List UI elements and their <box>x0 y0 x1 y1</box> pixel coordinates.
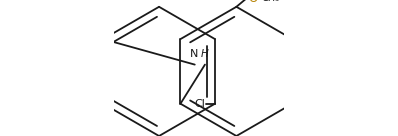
Text: H: H <box>201 49 209 59</box>
Text: Cl: Cl <box>194 99 205 109</box>
Text: O: O <box>248 0 258 5</box>
Text: N: N <box>190 49 198 59</box>
Text: CH₃: CH₃ <box>262 0 280 3</box>
